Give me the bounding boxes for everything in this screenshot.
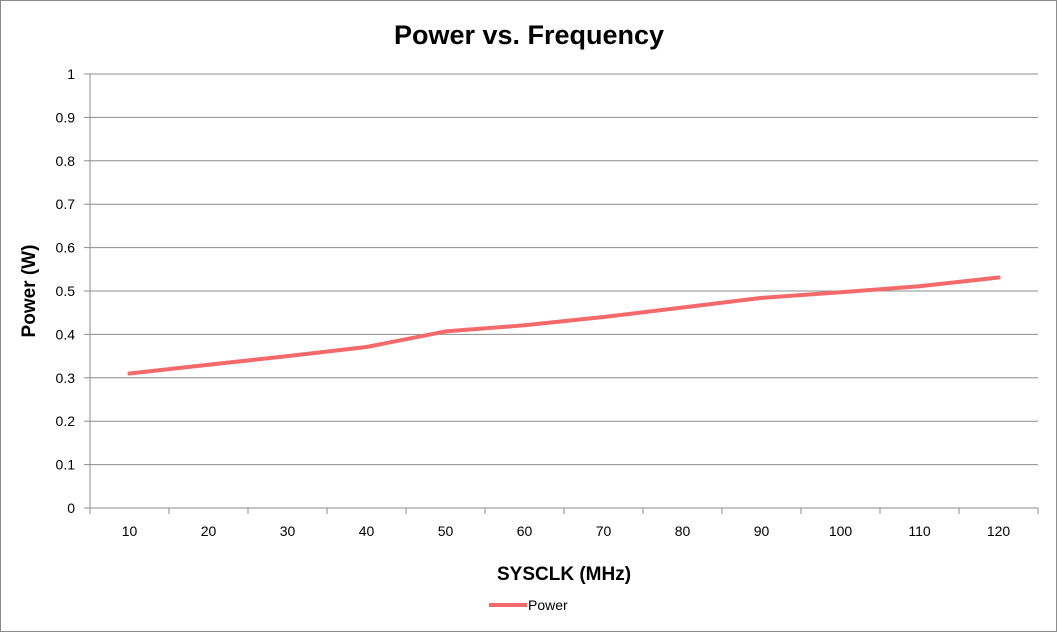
y-tick-label: 0.7 (56, 196, 76, 212)
data-point-power (759, 295, 764, 300)
data-point-power (838, 290, 843, 295)
legend: Power (489, 597, 568, 613)
x-tick-label: 10 (122, 523, 138, 539)
y-tick-label: 0.3 (56, 370, 76, 386)
data-point-power (285, 354, 290, 359)
y-tick-label: 0.9 (56, 109, 76, 125)
x-tick-label: 120 (987, 523, 1011, 539)
data-point-power (917, 284, 922, 289)
x-axis-title: SYSCLK (MHz) (497, 564, 631, 585)
grid-lines (90, 73, 1038, 509)
y-tick-label: 0.4 (56, 326, 76, 342)
chart-title: Power vs. Frequency (394, 20, 664, 50)
data-point-power (206, 362, 211, 367)
x-tick-label: 30 (280, 523, 296, 539)
y-tick-label: 0.6 (56, 240, 76, 256)
x-tick-label: 80 (675, 523, 691, 539)
x-tick-label: 60 (517, 523, 533, 539)
y-tick-label: 0 (67, 500, 75, 516)
data-point-power (127, 371, 132, 376)
x-tick-label: 100 (829, 523, 853, 539)
x-tick-label: 40 (359, 523, 375, 539)
y-tick-label: 1 (67, 66, 75, 82)
y-tick-labels: 0 0.1 0.2 0.3 0.4 0.5 0.6 0.7 0.8 0.9 1 (56, 66, 76, 516)
series-layer (127, 275, 1001, 376)
data-point-power (522, 323, 527, 328)
y-axis-title: Power (W) (19, 245, 40, 338)
y-tick-label: 0.8 (56, 153, 76, 169)
series-line-power (127, 275, 1001, 376)
x-tick-labels: 10 20 30 40 50 60 70 80 90 100 110 120 (122, 523, 1011, 539)
x-tick-label: 20 (201, 523, 217, 539)
x-tick-label: 50 (438, 523, 454, 539)
data-point-power (680, 305, 685, 310)
legend-label-power: Power (528, 597, 568, 613)
data-point-power (601, 315, 606, 320)
data-point-power (443, 329, 448, 334)
x-tick-label: 90 (754, 523, 770, 539)
x-tick-label: 70 (596, 523, 612, 539)
x-tick-label: 110 (908, 523, 931, 539)
data-point-power (364, 344, 369, 349)
y-tick-label: 0.1 (56, 457, 76, 473)
y-tick-label: 0.2 (56, 413, 76, 429)
data-point-power (996, 275, 1001, 280)
y-tick-label: 0.5 (56, 283, 76, 299)
axes (84, 73, 1039, 514)
